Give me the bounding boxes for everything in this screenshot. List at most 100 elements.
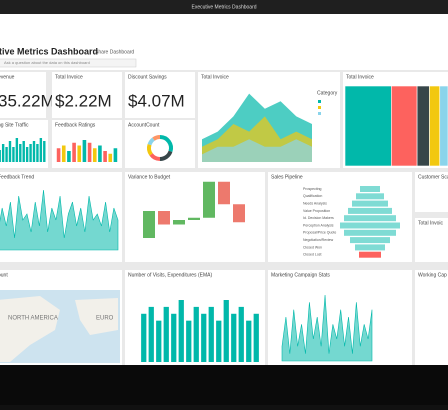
bar — [201, 313, 207, 362]
bar — [253, 313, 259, 362]
funnel-label: Id. Decision Makers — [303, 216, 334, 220]
donut-segment — [159, 150, 173, 161]
tile-title: Sales Pipeline — [271, 174, 303, 180]
tile — [52, 72, 122, 118]
bar — [92, 148, 97, 162]
tile-title: Total Invoice — [346, 74, 374, 80]
funnel-bar — [352, 200, 388, 207]
donut-segment — [149, 153, 161, 161]
bar — [67, 151, 71, 162]
tile-title: Marketing Campaign Stats — [271, 272, 330, 278]
tile — [415, 270, 448, 365]
donut-segment — [147, 143, 153, 156]
bar — [36, 144, 39, 162]
funnel-label: Needs Analysis — [303, 202, 327, 206]
bar — [0, 150, 1, 162]
funnel-bar — [355, 244, 385, 251]
area — [202, 139, 312, 162]
map-label: NORTH AMERICA — [8, 316, 58, 322]
donut-segment — [147, 137, 155, 146]
waterfall-bar — [143, 211, 155, 238]
area — [281, 294, 373, 362]
treemap-cell — [416, 85, 430, 167]
bar — [72, 142, 76, 162]
donut-segment — [152, 135, 161, 141]
tile-title: Variance to Budget — [128, 174, 171, 180]
bar — [178, 300, 184, 362]
tile-title: ount — [0, 272, 8, 278]
funnel-label: Value Proposition — [303, 209, 330, 213]
area — [0, 189, 119, 251]
bar — [238, 306, 244, 362]
waterfall-bar — [158, 211, 170, 225]
tile-title: Total Invoice — [55, 74, 83, 80]
tile-title: AccountCount — [128, 122, 160, 128]
funnel-label: Proposal/Price Quote — [303, 231, 336, 235]
bar — [32, 141, 36, 162]
tile-title: Customer Sca — [418, 174, 448, 180]
bar — [29, 144, 32, 162]
tile-title: Feedback Trend — [0, 174, 34, 180]
search-box[interactable] — [0, 58, 137, 68]
legend-swatch — [318, 106, 321, 109]
treemap-cell — [429, 85, 441, 167]
treemap-cell — [439, 85, 448, 167]
kpi-value: 35.22M — [0, 91, 55, 110]
funnel-label: Qualification — [303, 194, 322, 198]
map-label: EURO — [96, 316, 114, 322]
bar — [25, 147, 29, 162]
treemap-cell — [391, 85, 418, 167]
tile — [415, 218, 448, 262]
funnel-label: Closed Lost — [303, 253, 322, 257]
bar — [61, 145, 66, 162]
funnel-bar — [360, 186, 380, 192]
legend-swatch — [318, 100, 321, 103]
title-bar — [0, 0, 448, 14]
funnel-bar — [340, 222, 400, 229]
tile-title: Working Cap — [418, 272, 447, 278]
waterfall-bar — [188, 217, 200, 220]
map-land — [0, 296, 118, 362]
legend-swatch — [318, 112, 321, 115]
bar — [87, 142, 92, 162]
bar — [8, 141, 12, 162]
donut-segment — [159, 135, 173, 153]
bar — [5, 147, 8, 162]
bar — [12, 147, 15, 162]
funnel-bar — [356, 193, 384, 200]
bar — [82, 140, 87, 162]
bar — [108, 153, 113, 162]
bar — [216, 320, 222, 362]
tile-title: evenue — [0, 74, 15, 80]
treemap-cell — [344, 85, 392, 167]
bar — [56, 148, 61, 162]
tile-title: ng Site Traffic — [0, 122, 29, 128]
bar — [186, 320, 192, 362]
bar — [246, 320, 252, 362]
bar — [15, 138, 19, 162]
share-button[interactable]: Share Dashboard — [95, 49, 134, 55]
bar — [103, 151, 107, 162]
bar — [141, 313, 147, 362]
bar — [19, 144, 22, 162]
bar — [231, 313, 237, 362]
kpi-value: $4.07M — [128, 91, 185, 110]
tile — [0, 72, 46, 118]
kpi-value: $2.22M — [55, 91, 112, 110]
dashboard-title: tive Metrics Dashboard — [0, 46, 98, 56]
bar — [163, 306, 169, 362]
waterfall-bar — [203, 181, 215, 218]
funnel-bar — [348, 207, 392, 214]
tile-title: Feedback Ratings — [55, 122, 96, 128]
bar — [98, 145, 102, 162]
funnel-label: Prospecting — [303, 187, 322, 191]
funnel-label: Negotiation/Review — [303, 238, 334, 242]
bar — [113, 148, 118, 162]
tile-title: Number of Visits, Expenditures (EMA) — [128, 272, 212, 278]
waterfall-bar — [233, 204, 245, 223]
tile — [415, 172, 448, 212]
bar — [156, 320, 162, 362]
legend-title: Category — [317, 90, 338, 96]
tile — [125, 72, 195, 118]
